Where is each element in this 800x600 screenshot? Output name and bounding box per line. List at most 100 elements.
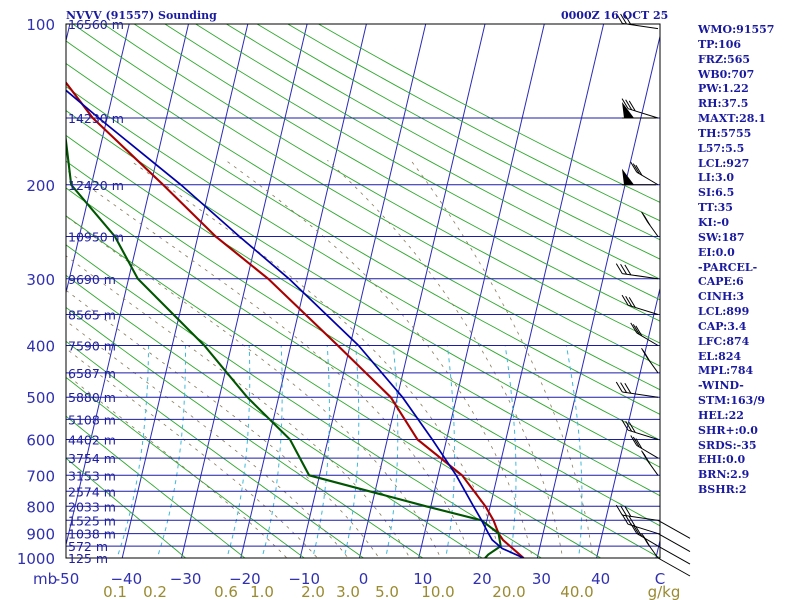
dry-adiabat-line (72, 24, 660, 367)
moist-adiabat-line (66, 320, 349, 558)
stat-item: TP:106 (698, 37, 742, 51)
barb-staff (657, 533, 691, 553)
stat-item: RH:37.5 (698, 97, 749, 111)
height-label: 10950 m (68, 229, 124, 244)
stat-item: FRZ:565 (698, 52, 751, 66)
stat-item: CINH:3 (698, 290, 745, 304)
height-label: 6587 m (68, 366, 116, 381)
height-label: 2033 m (68, 499, 116, 514)
barb-flag (630, 435, 638, 446)
temperature-tick-label: −40 (110, 570, 142, 588)
wind-barb (615, 504, 691, 539)
barb-flag (632, 436, 640, 448)
wind-barb (615, 263, 659, 280)
dry-adiabat-line (226, 24, 660, 260)
barb-flag (635, 438, 643, 449)
stat-item: EI:0.0 (698, 245, 735, 259)
height-label: 5108 m (68, 412, 116, 427)
stat-item: TH:5755 (698, 126, 752, 140)
moist-adiabat-grid (66, 159, 594, 558)
barb-pennant (622, 102, 634, 119)
stat-item: WB0:707 (698, 67, 755, 81)
mixing-ratio-tick-label: 5.0 (375, 583, 399, 600)
station-title: NVVV (91557) Sounding (66, 9, 217, 22)
barb-staff (622, 514, 659, 521)
wind-barb (615, 381, 659, 398)
barb-flag (643, 215, 651, 226)
mixing-ratio-line (565, 345, 583, 558)
mixing-ratio-line (226, 345, 251, 558)
barb-flag (620, 382, 628, 393)
dry-adiabat-line (66, 160, 660, 527)
mixing-ratio-line (116, 345, 150, 558)
wind-barb (641, 533, 691, 577)
mixing-ratio-line (343, 345, 360, 558)
pressure-tick-label: 100 (26, 16, 55, 34)
pressure-tick-label: 600 (26, 432, 55, 450)
isotherm-line (240, 24, 367, 558)
moist-adiabat-line (66, 215, 442, 558)
barb-flag (624, 506, 632, 517)
barb-staff (636, 332, 659, 346)
dry-adiabat-line (195, 24, 660, 280)
mixing-ratio-tick-label: 0.6 (214, 583, 238, 600)
dry-adiabat-line (66, 376, 305, 558)
temperature-tick-label: 30 (532, 570, 551, 588)
series-parcel-line (66, 89, 524, 558)
stat-item: SW:187 (698, 230, 745, 244)
mixing-ratio-line (261, 345, 283, 558)
barb-flag (643, 536, 651, 548)
pressure-tick-label: 400 (26, 338, 55, 356)
mixing-ratio-tick-label: 0.1 (103, 583, 127, 600)
barb-staff (627, 429, 659, 441)
moist-adiabat-line (66, 373, 288, 558)
moist-adiabat-line (66, 289, 380, 558)
dry-adiabat-line (66, 340, 365, 558)
dry-adiabat-line (66, 274, 483, 558)
stat-item: TT:35 (698, 201, 733, 215)
moist-adiabat-line (327, 160, 564, 558)
barb-flag (621, 294, 629, 306)
wind-barbs (615, 13, 691, 577)
barb-flag (630, 523, 638, 534)
height-label: 572 m (68, 539, 108, 554)
barb-staff (627, 108, 659, 119)
dry-adiabat-line (66, 187, 660, 558)
barb-flag (628, 297, 636, 308)
barb-flag (628, 100, 636, 112)
stat-item: LCL:927 (698, 156, 750, 170)
height-label: 4402 m (68, 433, 116, 448)
pressure-tick-label: 500 (26, 389, 55, 407)
barb-flag (628, 516, 636, 527)
barb-staff (636, 533, 659, 547)
barb-staff (657, 519, 691, 539)
wind-barb (630, 523, 691, 565)
stat-item: BSHR:2 (698, 483, 747, 497)
isotherm-line (536, 34, 660, 558)
series-dewpoint-line (66, 132, 502, 558)
pressure-tick-label: 200 (26, 177, 55, 195)
barb-flag (632, 524, 640, 536)
height-label: 2574 m (68, 484, 116, 499)
height-label: 3153 m (68, 468, 116, 483)
sounding-time: 0000Z 16 OCT 25 (561, 9, 669, 22)
height-label: 7590 m (68, 339, 116, 354)
mixing-ratio-tick-label: 40.0 (560, 583, 593, 600)
pressure-tick-label: 700 (26, 467, 55, 485)
stat-item: HEL:22 (698, 408, 744, 422)
wind-barb (641, 450, 659, 476)
dry-adiabat-line (66, 110, 660, 468)
barb-flag (625, 296, 633, 307)
barb-staff (627, 304, 659, 316)
mixing-ratio-line (504, 345, 517, 558)
temperature-tick-label: 20 (473, 570, 492, 588)
dry-adiabat-line (164, 24, 660, 301)
wind-barb (641, 211, 659, 237)
barb-flag (620, 263, 628, 275)
mixing-ratio-line (312, 345, 330, 558)
mixing-ratio-line (445, 345, 456, 558)
dry-adiabat-grid (66, 24, 660, 558)
stat-item: L57:5.5 (698, 141, 745, 155)
isotherm-line (0, 24, 11, 569)
